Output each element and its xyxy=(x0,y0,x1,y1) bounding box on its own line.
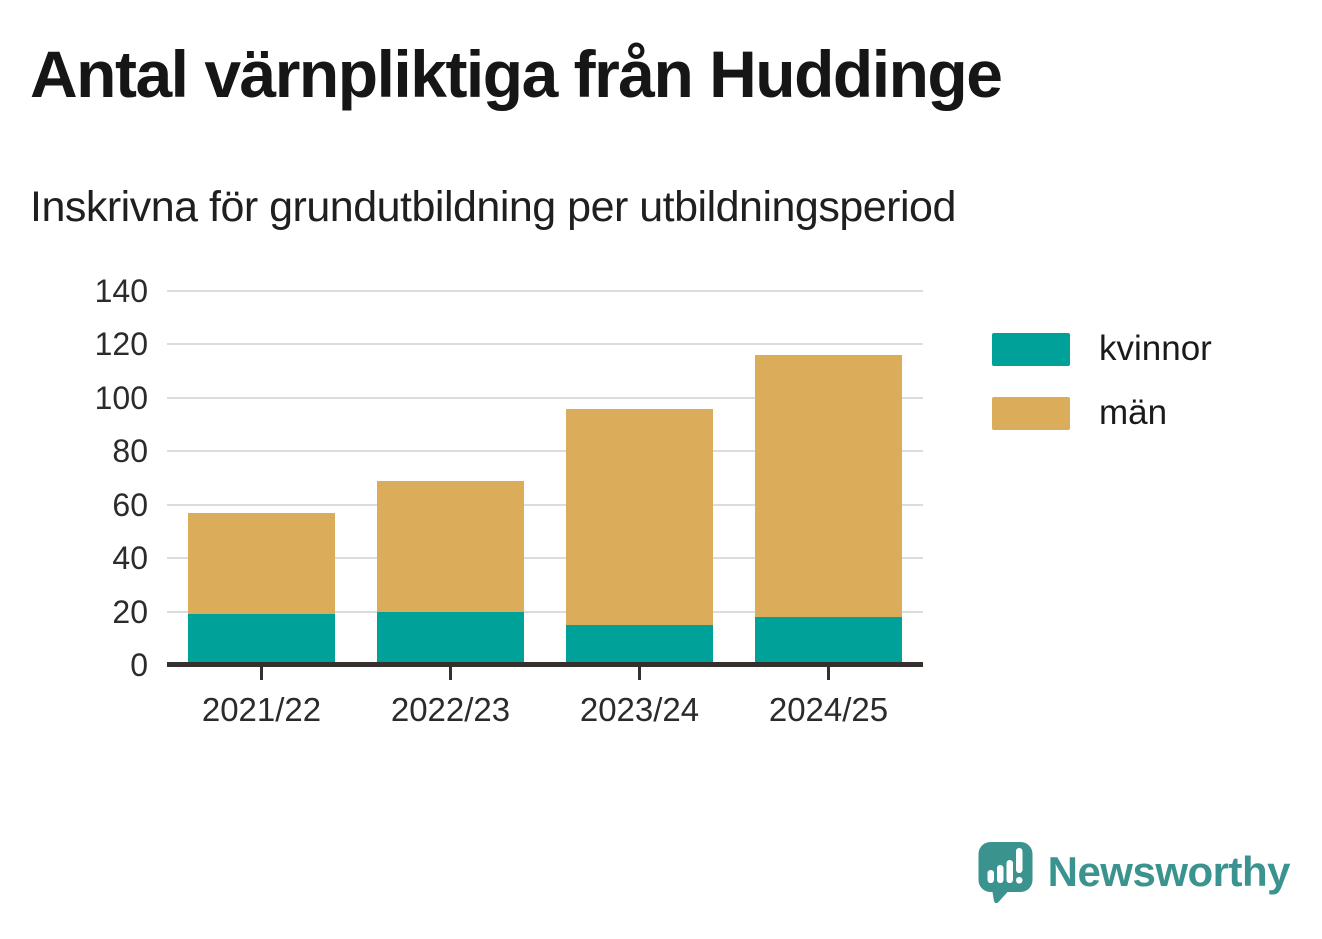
bar-kvinnor-2023/24 xyxy=(566,624,713,665)
y-tick-label: 100 xyxy=(94,379,148,416)
bar-kvinnor-2021/22 xyxy=(188,614,335,665)
legend: kvinnor män xyxy=(992,329,1212,457)
bar-kvinnor-2022/23 xyxy=(377,611,524,665)
bar-kvinnor-2024/25 xyxy=(755,616,902,665)
y-tick-label: 120 xyxy=(94,326,148,363)
legend-label-kvinnor: kvinnor xyxy=(1099,329,1212,368)
gridline-y-100 xyxy=(167,396,923,399)
newsworthy-logo-icon xyxy=(978,842,1033,903)
gridline-y-120 xyxy=(167,343,923,346)
legend-item-män: män xyxy=(992,393,1212,433)
x-tick-2022/23 xyxy=(449,667,452,680)
y-tick-label: 0 xyxy=(130,647,148,683)
y-tick-label: 60 xyxy=(112,486,148,523)
legend-label-män: män xyxy=(1099,393,1168,432)
gridline-y-60 xyxy=(167,503,923,506)
gridline-y-20 xyxy=(167,610,923,613)
gridline-y-140 xyxy=(167,290,923,292)
bar-män-2023/24 xyxy=(566,408,713,625)
legend-item-kvinnor: kvinnor xyxy=(992,329,1212,369)
chart-title: Antal värnpliktiga från Huddinge xyxy=(30,37,1003,111)
x-tick-2024/25 xyxy=(827,667,830,680)
chart-subtitle: Inskrivna för grundutbildning per utbild… xyxy=(30,183,956,231)
legend-swatch-män xyxy=(992,396,1070,430)
legend-swatch-kvinnor xyxy=(992,332,1070,366)
y-tick-label: 40 xyxy=(112,540,148,577)
gridline-y-80 xyxy=(167,450,923,453)
x-axis-line xyxy=(167,662,923,667)
bar-män-2024/25 xyxy=(755,355,902,617)
gridline-y-40 xyxy=(167,557,923,560)
bar-män-2021/22 xyxy=(188,512,335,615)
x-tick-2021/22 xyxy=(260,667,263,680)
y-tick-label: 80 xyxy=(112,433,148,470)
y-tick-label: 20 xyxy=(112,593,148,630)
x-tick-label: 2021/22 xyxy=(201,691,322,728)
x-tick-2023/24 xyxy=(638,667,641,680)
plot-area xyxy=(167,290,923,665)
x-tick-label: 2023/24 xyxy=(579,691,700,728)
bar-män-2022/23 xyxy=(377,480,524,612)
x-tick-label: 2024/25 xyxy=(768,691,889,728)
newsworthy-logo-text: Newsworthy xyxy=(1047,848,1291,895)
newsworthy-branding: Newsworthy xyxy=(977,841,1291,903)
y-tick-label: 140 xyxy=(94,273,148,309)
x-tick-label: 2022/23 xyxy=(390,691,511,728)
